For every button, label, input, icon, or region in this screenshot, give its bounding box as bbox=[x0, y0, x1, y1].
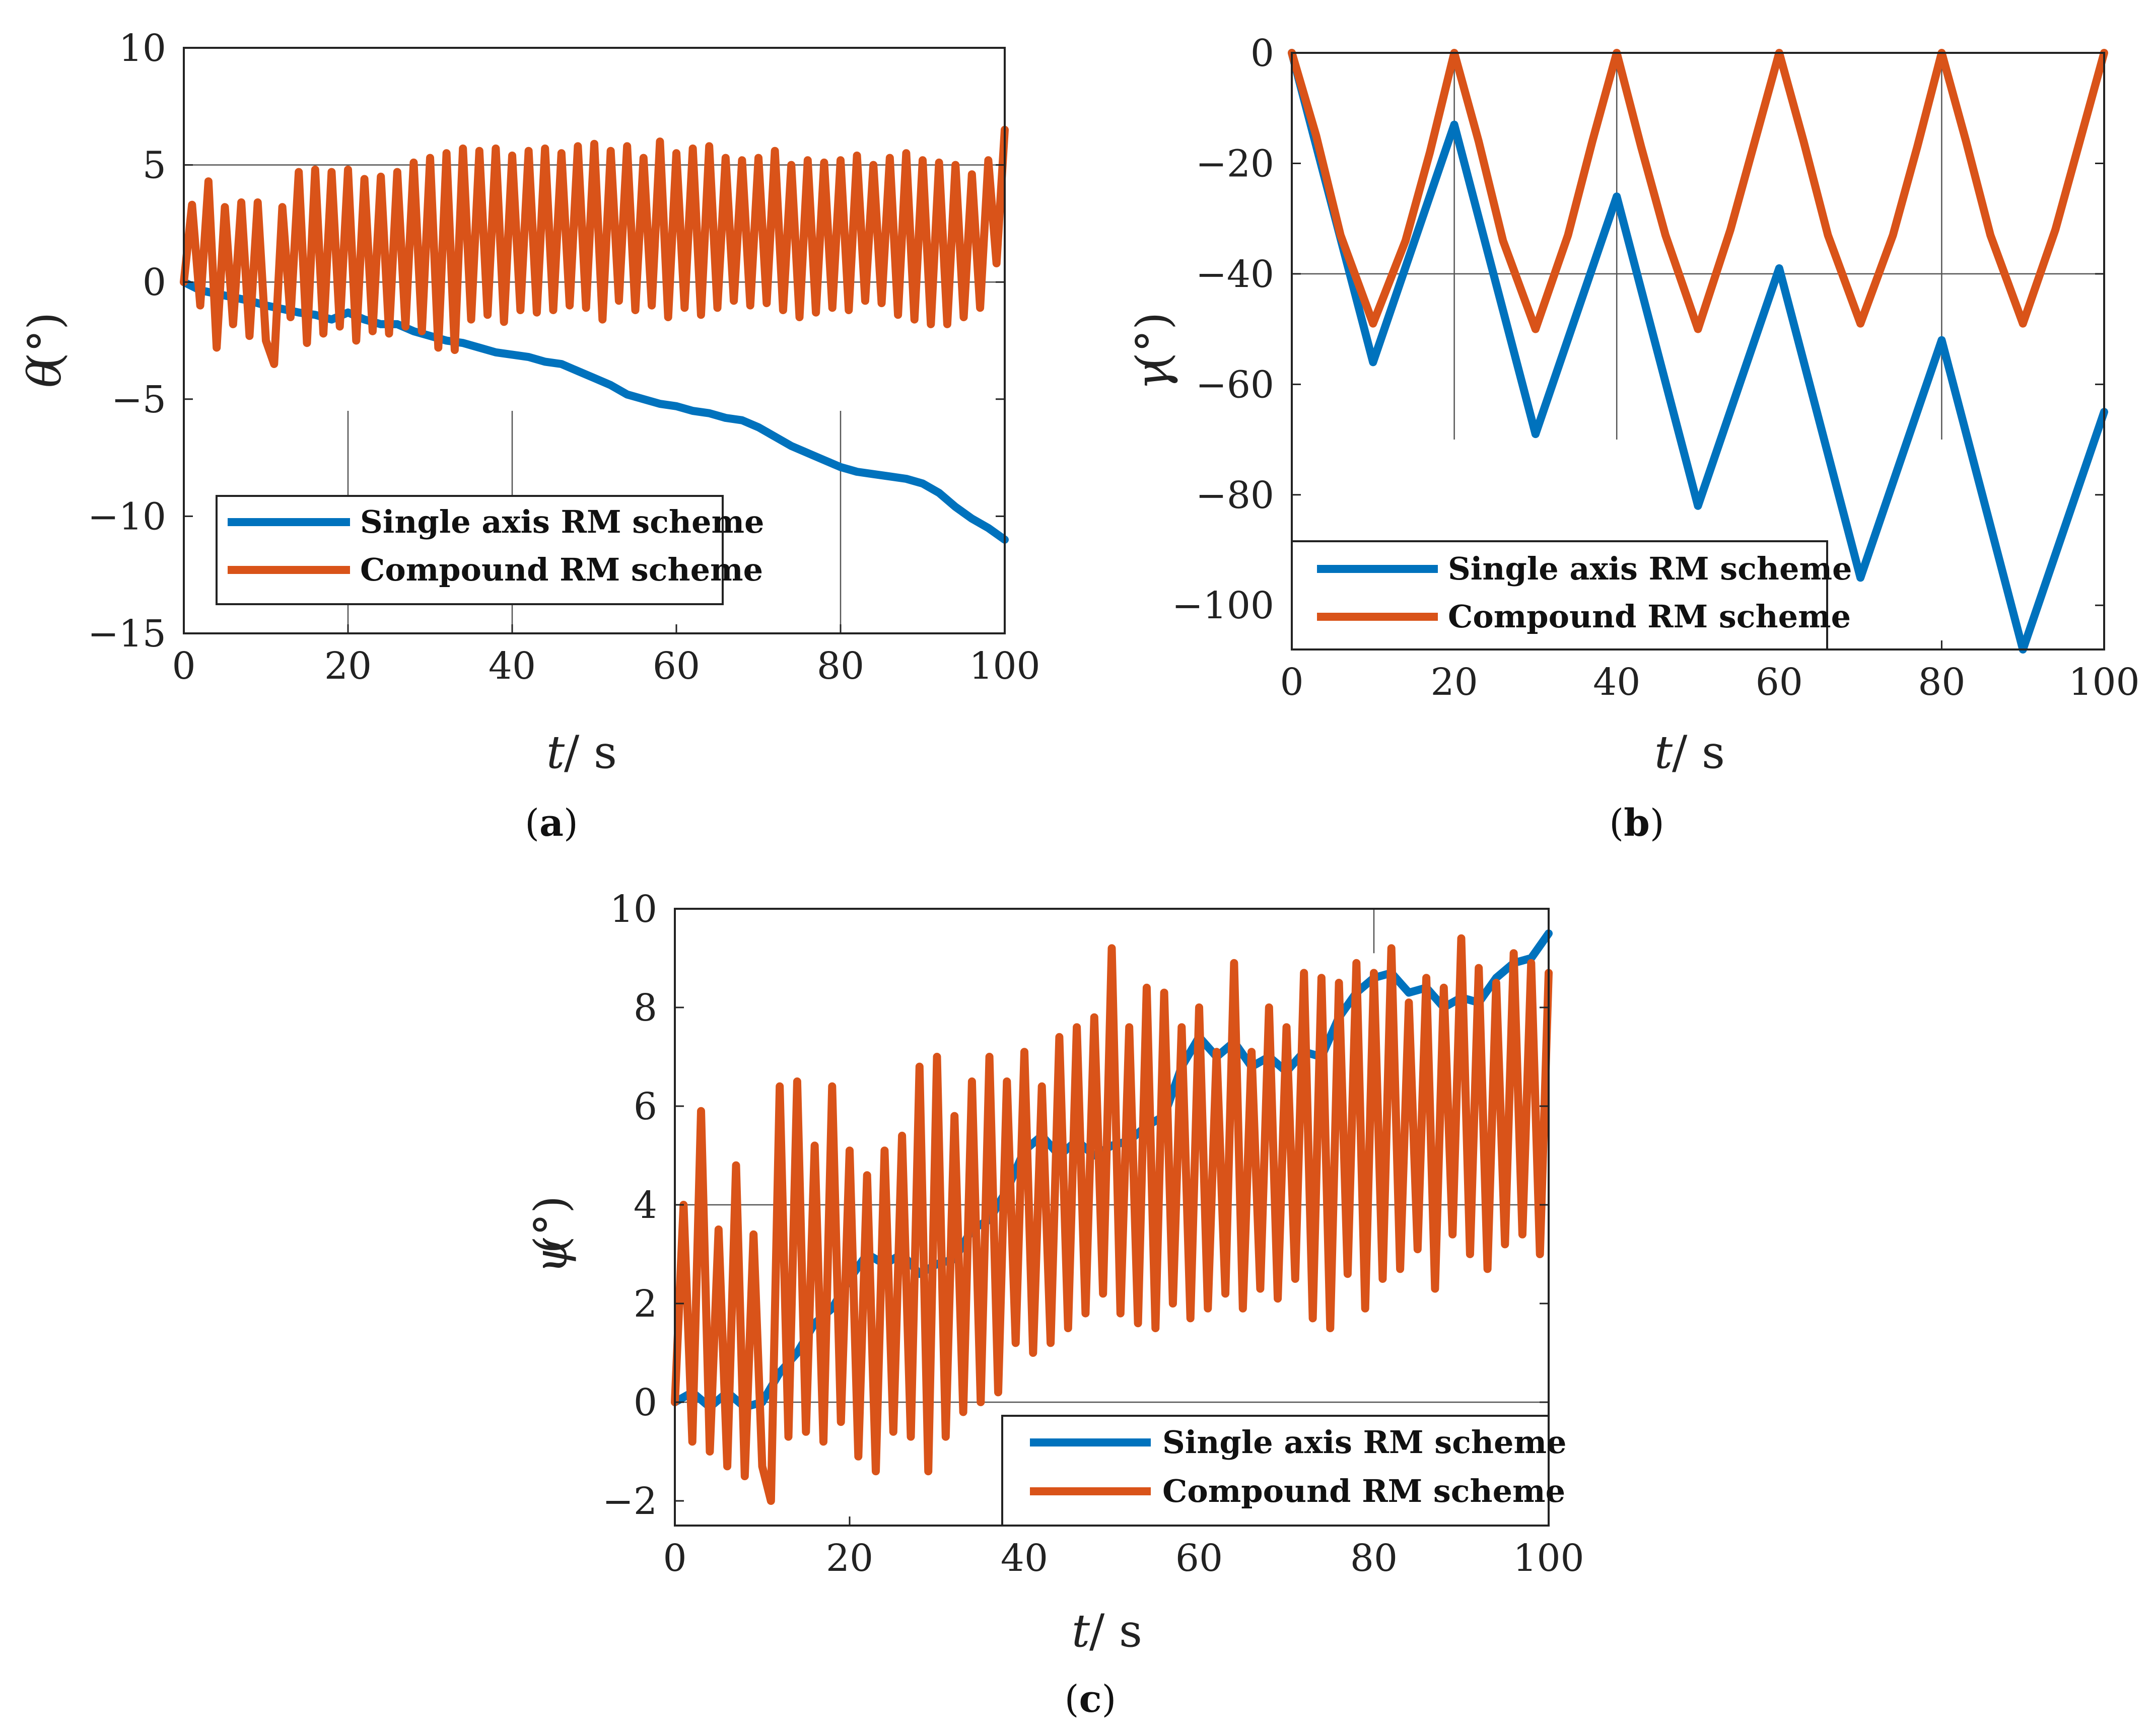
panel-a-xtick-label-3: 60 bbox=[653, 644, 700, 688]
panel-c-ytick-label-5: 8 bbox=[634, 986, 657, 1030]
panel-a-caption: (a) bbox=[525, 802, 578, 845]
panel-c-ytick-label-3: 4 bbox=[634, 1184, 657, 1227]
panel-b-xtick-label-4: 80 bbox=[1918, 661, 1965, 704]
panel-a-ytick-label-3: 0 bbox=[143, 261, 166, 304]
panel-a-legend: Single axis RM scheme Compound RM scheme bbox=[216, 495, 765, 605]
panel-b-xtick-label-5: 100 bbox=[2068, 661, 2139, 704]
panel-b-series-compound bbox=[1288, 49, 2108, 333]
panel-a-legend-label-single: Single axis RM scheme bbox=[360, 503, 765, 540]
panel-b-legend: Single axis RM scheme Compound RM scheme bbox=[1291, 540, 1852, 650]
panel-c-xtick-label-4: 80 bbox=[1350, 1537, 1398, 1580]
panel-b-xtick-label-2: 40 bbox=[1593, 661, 1640, 704]
panel-b-xlabel-unit: / s bbox=[1672, 726, 1725, 779]
panel-a-ylabel-unit: (°) bbox=[19, 312, 72, 370]
panel-b-legend-label-single: Single axis RM scheme bbox=[1448, 550, 1852, 587]
panel-a-xlabel-symbol: t bbox=[546, 726, 565, 779]
panel-c-legend: Single axis RM scheme Compound RM scheme bbox=[1001, 1415, 1567, 1527]
panel-b-xtick-label-0: 0 bbox=[1280, 661, 1303, 704]
panel-a-xtick-label-2: 40 bbox=[489, 644, 536, 688]
panel-c-ytick-label-4: 6 bbox=[634, 1085, 657, 1128]
panel-b-legend-box bbox=[1291, 540, 1828, 650]
panel-c-ytick-label-6: 10 bbox=[610, 888, 657, 931]
panel-c-ylabel-symbol: ψ bbox=[525, 1238, 578, 1274]
panel-c-xtick-label-3: 60 bbox=[1175, 1537, 1223, 1580]
panel-b-legend-label-compound: Compound RM scheme bbox=[1448, 598, 1851, 635]
panel-c-legend-box bbox=[1001, 1415, 1550, 1527]
panel-b-ylabel-symbol: γ bbox=[1127, 363, 1179, 390]
panel-b-series-single bbox=[1288, 49, 2108, 654]
panel-a-ylabel-symbol: θ bbox=[19, 360, 72, 388]
panel-c-xlabel-symbol: t bbox=[1072, 1605, 1090, 1657]
panel-b-xlabel-symbol: t bbox=[1654, 726, 1673, 779]
panel-c-ytick-label-2: 2 bbox=[634, 1282, 657, 1326]
panel-a-legend-box bbox=[216, 495, 724, 605]
panel-c-series bbox=[671, 929, 1553, 1505]
panel-a-ytick-label-1: −10 bbox=[88, 495, 166, 538]
panel-a-xtick-label-0: 0 bbox=[172, 644, 195, 688]
panel-a-xlabel-unit: / s bbox=[564, 726, 617, 779]
panel-b-ytick-label-0: −100 bbox=[1172, 584, 1274, 627]
panel-b-ytick-label-1: −80 bbox=[1196, 474, 1274, 517]
panel-c-xtick-label-2: 40 bbox=[1001, 1537, 1048, 1580]
panel-b-ticks: 0 20 40 60 80 100 −100 −80 −60 −40 −20 0 bbox=[1172, 32, 2140, 704]
panel-b-ytick-label-5: 0 bbox=[1250, 32, 1274, 75]
panel-a-ytick-label-4: 5 bbox=[143, 144, 166, 187]
panel-b-ytick-label-2: −60 bbox=[1196, 363, 1274, 406]
panel-c-caption-letter: c bbox=[1079, 1678, 1101, 1721]
panel-c-ytick-label-0: −2 bbox=[602, 1480, 657, 1523]
panel-b-xtick-label-1: 20 bbox=[1431, 661, 1478, 704]
panel-a-series bbox=[180, 125, 1009, 544]
panel-c-ytick-label-1: 0 bbox=[634, 1381, 657, 1424]
panel-b-caption: (b) bbox=[1609, 802, 1664, 845]
panel-a-series-compound bbox=[180, 125, 1009, 368]
panel-a-xtick-label-5: 100 bbox=[969, 644, 1040, 688]
panel-b-xtick-label-3: 60 bbox=[1756, 661, 1803, 704]
panel-a-ytick-label-0: −15 bbox=[88, 612, 166, 656]
panel-b-caption-letter: b bbox=[1624, 802, 1650, 845]
panel-a-legend-label-compound: Compound RM scheme bbox=[360, 551, 763, 588]
panel-c-xlabel-unit: / s bbox=[1089, 1605, 1142, 1657]
panel-a-caption-letter: a bbox=[539, 802, 564, 845]
panel-b-ytick-label-3: −40 bbox=[1196, 253, 1274, 296]
panel-b-ylabel-unit: (°) bbox=[1127, 312, 1179, 370]
panel-c-legend-label-compound: Compound RM scheme bbox=[1162, 1473, 1565, 1509]
panel-a-ticks: 0 20 40 60 80 100 −15 −10 −5 0 5 10 bbox=[88, 27, 1040, 688]
panel-a-frame bbox=[183, 47, 1006, 634]
panel-a-xtick-label-1: 20 bbox=[324, 644, 372, 688]
panel-c-xtick-label-1: 20 bbox=[826, 1537, 873, 1580]
panel-a: 0 20 40 60 80 100 −15 −10 −5 0 5 10 θ (°) t / s Sin… bbox=[19, 27, 1040, 845]
panel-b: 0 20 40 60 80 100 −100 −80 −60 −40 −20 0 γ (°) t / … bbox=[1127, 32, 2140, 845]
panel-c-series-compound bbox=[671, 934, 1553, 1505]
panel-c-xtick-label-0: 0 bbox=[663, 1537, 686, 1580]
panel-c-caption: (c) bbox=[1065, 1678, 1117, 1721]
panel-c-xtick-label-5: 100 bbox=[1513, 1537, 1584, 1580]
panel-c-legend-label-single: Single axis RM scheme bbox=[1162, 1424, 1567, 1461]
panel-a-xtick-label-4: 80 bbox=[817, 644, 864, 688]
panel-a-ytick-label-2: −5 bbox=[111, 378, 166, 421]
panel-c-ylabel-unit: (°) bbox=[525, 1196, 578, 1254]
panel-b-ytick-label-4: −20 bbox=[1196, 142, 1274, 185]
panel-b-series bbox=[1288, 49, 2108, 654]
panel-a-ytick-label-5: 10 bbox=[119, 27, 166, 70]
